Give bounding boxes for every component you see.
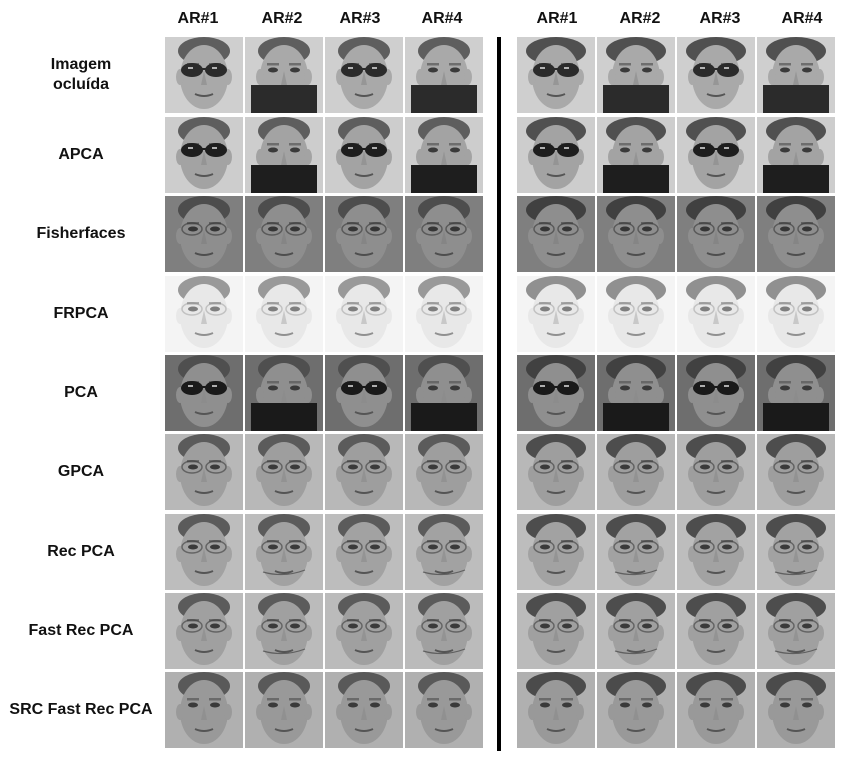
column-header-right-4: AR#4 [781, 10, 823, 27]
face-image-pca-right-3 [677, 355, 755, 431]
face-image-occluded-right-4 [757, 37, 835, 113]
face-image-gpca-left-2 [245, 434, 323, 510]
row-label-gpca: GPCA [57, 463, 105, 480]
face-image-fastrec-left-4 [405, 593, 483, 669]
row-label-frpca: FRPCA [53, 305, 109, 322]
face-image-src-right-2 [597, 672, 675, 748]
face-image-fastrec-right-1 [517, 593, 595, 669]
face-image-fisher-right-3 [677, 196, 755, 272]
face-image-apca-left-3 [325, 117, 403, 193]
face-image-fastrec-left-1 [165, 593, 243, 669]
face-image-rec-left-1 [165, 514, 243, 590]
face-image-gpca-left-3 [325, 434, 403, 510]
face-image-gpca-right-2 [597, 434, 675, 510]
face-image-gpca-left-4 [405, 434, 483, 510]
face-image-occluded-left-3 [325, 37, 403, 113]
face-image-frpca-left-1 [165, 276, 243, 352]
row-label-fastrec: Fast Rec PCA [28, 622, 134, 639]
face-image-src-left-3 [325, 672, 403, 748]
row-label-apca: APCA [58, 146, 104, 163]
face-image-fisher-left-2 [245, 196, 323, 272]
face-image-fastrec-right-3 [677, 593, 755, 669]
face-image-occluded-left-2 [245, 37, 323, 113]
face-image-apca-right-1 [517, 117, 595, 193]
face-image-pca-left-4 [405, 355, 483, 431]
face-image-fisher-right-4 [757, 196, 835, 272]
face-image-frpca-right-3 [677, 276, 755, 352]
face-image-src-right-4 [757, 672, 835, 748]
face-image-rec-right-1 [517, 514, 595, 590]
face-image-occluded-right-1 [517, 37, 595, 113]
face-image-gpca-right-3 [677, 434, 755, 510]
column-header-left-1: AR#1 [177, 10, 219, 27]
face-image-frpca-left-4 [405, 276, 483, 352]
face-image-gpca-left-1 [165, 434, 243, 510]
face-image-fastrec-right-4 [757, 593, 835, 669]
face-image-occluded-right-3 [677, 37, 755, 113]
face-image-pca-right-1 [517, 355, 595, 431]
face-image-rec-left-2 [245, 514, 323, 590]
face-image-gpca-right-4 [757, 434, 835, 510]
face-image-src-left-2 [245, 672, 323, 748]
face-image-pca-right-2 [597, 355, 675, 431]
face-image-fastrec-left-3 [325, 593, 403, 669]
face-image-frpca-right-1 [517, 276, 595, 352]
face-image-apca-right-2 [597, 117, 675, 193]
face-image-frpca-right-2 [597, 276, 675, 352]
face-image-rec-left-4 [405, 514, 483, 590]
face-image-src-right-1 [517, 672, 595, 748]
face-image-rec-right-3 [677, 514, 755, 590]
column-header-left-3: AR#3 [339, 10, 381, 27]
row-label-rec: Rec PCA [47, 543, 115, 560]
row-label-fisher: Fisherfaces [36, 225, 126, 242]
face-image-pca-left-2 [245, 355, 323, 431]
face-image-occluded-left-4 [405, 37, 483, 113]
subject-divider [497, 37, 501, 751]
face-image-rec-left-3 [325, 514, 403, 590]
face-image-apca-right-4 [757, 117, 835, 193]
face-image-rec-right-2 [597, 514, 675, 590]
face-image-pca-left-1 [165, 355, 243, 431]
face-image-frpca-right-4 [757, 276, 835, 352]
face-image-fisher-left-1 [165, 196, 243, 272]
column-header-right-3: AR#3 [699, 10, 741, 27]
column-header-right-1: AR#1 [536, 10, 578, 27]
column-header-left-2: AR#2 [261, 10, 303, 27]
face-image-frpca-left-3 [325, 276, 403, 352]
face-image-frpca-left-2 [245, 276, 323, 352]
face-image-src-right-3 [677, 672, 755, 748]
face-image-occluded-left-1 [165, 37, 243, 113]
face-image-fisher-left-3 [325, 196, 403, 272]
face-image-pca-left-3 [325, 355, 403, 431]
face-image-src-left-4 [405, 672, 483, 748]
face-image-fisher-left-4 [405, 196, 483, 272]
face-image-pca-right-4 [757, 355, 835, 431]
row-label-occluded: Imagem ocluída [50, 56, 112, 93]
column-header-right-2: AR#2 [619, 10, 661, 27]
face-image-apca-right-3 [677, 117, 755, 193]
column-header-left-4: AR#4 [421, 10, 463, 27]
face-image-apca-left-2 [245, 117, 323, 193]
face-image-apca-left-1 [165, 117, 243, 193]
face-image-src-left-1 [165, 672, 243, 748]
face-image-rec-right-4 [757, 514, 835, 590]
face-image-occluded-right-2 [597, 37, 675, 113]
face-image-fisher-right-1 [517, 196, 595, 272]
face-image-apca-left-4 [405, 117, 483, 193]
face-image-fastrec-left-2 [245, 593, 323, 669]
row-label-src: SRC Fast Rec PCA [9, 701, 153, 718]
row-label-pca: PCA [64, 384, 98, 401]
face-image-fastrec-right-2 [597, 593, 675, 669]
face-image-fisher-right-2 [597, 196, 675, 272]
face-image-gpca-right-1 [517, 434, 595, 510]
